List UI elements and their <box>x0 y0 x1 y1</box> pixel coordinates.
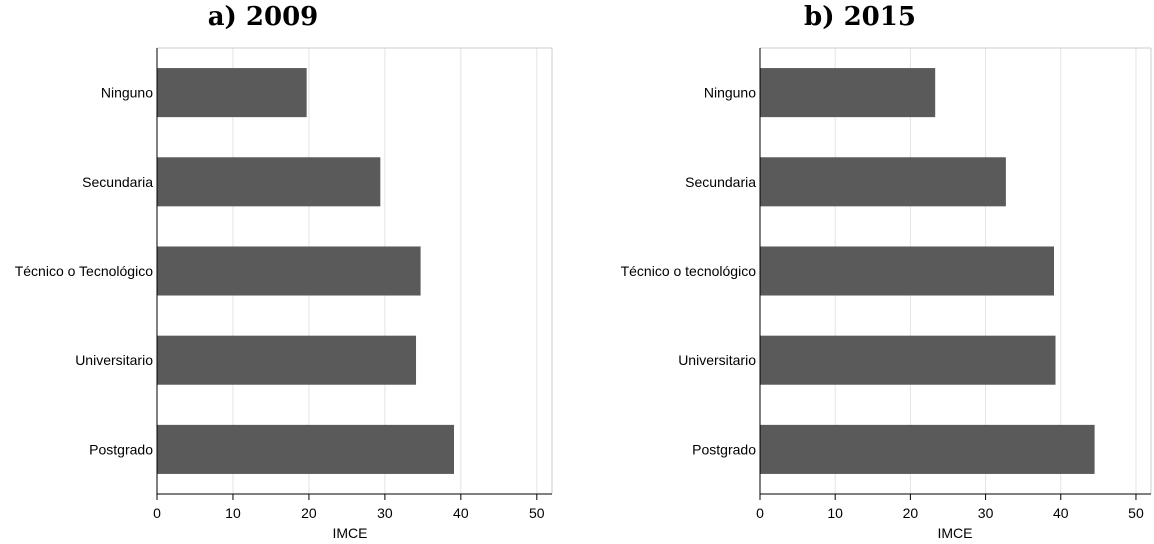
bar <box>760 424 1095 474</box>
plot-frame <box>759 47 1152 495</box>
x-tick-label: 30 <box>377 505 393 521</box>
x-tick-label: 0 <box>153 505 161 521</box>
category-label: Postgrado <box>89 441 153 457</box>
category-label: Postgrado <box>692 441 756 457</box>
bar <box>157 157 381 207</box>
category-label: Universitario <box>75 352 153 368</box>
bar <box>760 335 1056 385</box>
x-axis-title: IMCE <box>938 525 973 541</box>
category-label: Secundaria <box>685 174 756 190</box>
bar <box>760 68 936 118</box>
category-label: Universitario <box>678 352 756 368</box>
category-label: Técnico o Tecnológico <box>15 263 153 279</box>
category-labels: Ninguno Secundaria Técnico o tecnológico Un… <box>621 85 757 458</box>
category-label: Ninguno <box>101 85 153 101</box>
x-axis: 0 10 20 30 40 50 <box>153 494 545 521</box>
chart-panel-2009: a) 2009 Ninguno Secundaria Técnico o Tecno… <box>15 2 553 541</box>
category-label: Secundaria <box>82 174 153 190</box>
x-tick-label: 40 <box>1053 505 1069 521</box>
category-label: Ninguno <box>704 85 756 101</box>
category-label: Técnico o tecnológico <box>621 263 757 279</box>
chart-title: b) 2015 <box>804 2 916 32</box>
bars <box>760 68 1095 474</box>
bar <box>760 157 1006 207</box>
bar <box>157 246 421 296</box>
x-tick-label: 10 <box>827 505 843 521</box>
plot-frame <box>156 47 553 495</box>
bar <box>157 424 455 474</box>
x-tick-label: 50 <box>1128 505 1144 521</box>
x-tick-label: 50 <box>529 505 545 521</box>
x-axis-title: IMCE <box>333 525 368 541</box>
category-labels: Ninguno Secundaria Técnico o Tecnológico Un… <box>15 85 153 458</box>
bar <box>157 335 417 385</box>
x-tick-label: 20 <box>903 505 919 521</box>
chart-title: a) 2009 <box>208 2 319 32</box>
bars <box>157 68 455 474</box>
x-axis: 0 10 20 30 40 50 <box>756 494 1144 521</box>
x-tick-label: 20 <box>301 505 317 521</box>
x-tick-label: 40 <box>453 505 469 521</box>
x-tick-label: 10 <box>225 505 241 521</box>
x-tick-label: 30 <box>978 505 994 521</box>
bar <box>760 246 1055 296</box>
chart-panel-2015: b) 2015 Ninguno Secundaria Técnico o tecno… <box>621 2 1152 541</box>
x-tick-label: 0 <box>756 505 764 521</box>
bar <box>157 68 307 118</box>
